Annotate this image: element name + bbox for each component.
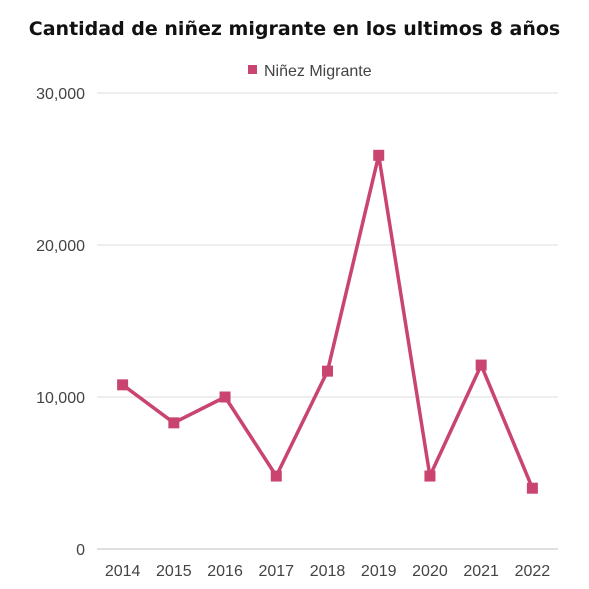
x-axis-labels: 2014 2015 2016 2017 2018 2019 2020 2021 2022	[105, 563, 550, 580]
x-tick-label: 2015	[156, 563, 192, 580]
chart-title: Cantidad de niñez migrante en los ultimo…	[28, 18, 561, 40]
gridlines	[97, 92, 558, 550]
x-tick-label: 2018	[310, 563, 346, 580]
y-tick-label: 0	[76, 542, 85, 559]
data-point-2014	[117, 379, 129, 391]
data-point-2018	[322, 365, 333, 377]
data-point-2020	[424, 470, 436, 482]
series-line	[120, 153, 535, 490]
y-axis-labels: 0 10,000 20,000 30,000	[36, 86, 85, 559]
data-point-2021	[475, 359, 487, 371]
y-tick-label: 10,000	[36, 390, 85, 407]
legend-label: Niñez Migrante	[264, 63, 372, 80]
y-tick-label: 20,000	[36, 238, 85, 255]
x-tick-label: 2019	[361, 563, 397, 580]
x-tick-label: 2014	[105, 563, 141, 580]
legend-marker	[248, 65, 257, 74]
data-point-2015	[168, 417, 180, 429]
data-point-2019	[373, 149, 385, 161]
legend: Niñez Migrante	[248, 63, 372, 80]
x-tick-label: 2016	[207, 563, 243, 580]
y-tick-label: 30,000	[36, 86, 85, 103]
x-tick-label: 2022	[515, 563, 551, 580]
x-tick-label: 2021	[463, 563, 499, 580]
series-group	[117, 149, 538, 494]
data-point-2016	[219, 391, 231, 403]
data-point-2017	[270, 470, 282, 482]
x-tick-label: 2017	[258, 563, 294, 580]
legend-entry: Niñez Migrante	[248, 63, 372, 80]
data-point-2022	[526, 482, 538, 494]
x-tick-label: 2020	[412, 563, 448, 580]
